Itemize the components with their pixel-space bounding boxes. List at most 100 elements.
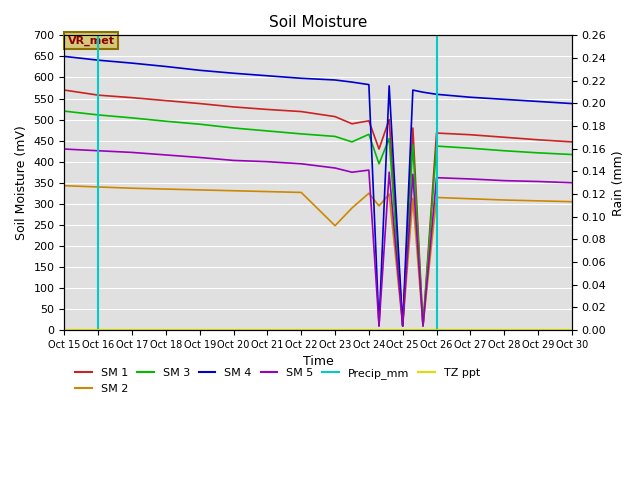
SM 1 <box>365 118 372 124</box>
SM 4 <box>419 89 427 95</box>
TZ ppt <box>162 327 170 333</box>
Line: SM 1: SM 1 <box>65 90 572 326</box>
SM 2 <box>128 185 136 191</box>
Line: SM 2: SM 2 <box>65 186 572 326</box>
SM 5 <box>568 180 576 186</box>
SM 3 <box>331 133 339 139</box>
SM 2 <box>534 198 542 204</box>
SM 2 <box>433 194 440 200</box>
SM 4 <box>433 91 440 97</box>
SM 2 <box>385 191 393 197</box>
SM 4 <box>94 57 102 63</box>
SM 1 <box>196 101 204 107</box>
SM 4 <box>500 96 508 102</box>
SM 4 <box>365 82 372 87</box>
SM 3 <box>500 148 508 154</box>
SM 5 <box>298 161 305 167</box>
TZ ppt <box>433 327 440 333</box>
SM 2 <box>331 223 339 228</box>
TZ ppt <box>94 327 102 333</box>
SM 3 <box>433 143 440 149</box>
SM 2 <box>568 199 576 204</box>
SM 3 <box>348 139 356 145</box>
Title: Soil Moisture: Soil Moisture <box>269 15 367 30</box>
SM 5 <box>196 155 204 160</box>
TZ ppt <box>196 327 204 333</box>
SM 2 <box>230 188 237 193</box>
SM 4 <box>264 73 271 79</box>
SM 1 <box>399 323 406 329</box>
SM 2 <box>298 190 305 195</box>
SM 5 <box>399 323 406 329</box>
SM 5 <box>230 157 237 163</box>
SM 1 <box>331 114 339 120</box>
SM 3 <box>128 115 136 121</box>
SM 3 <box>196 121 204 127</box>
SM 5 <box>500 178 508 183</box>
TZ ppt <box>375 327 383 333</box>
SM 4 <box>128 60 136 66</box>
SM 5 <box>128 150 136 156</box>
SM 5 <box>162 152 170 158</box>
SM 1 <box>375 146 383 152</box>
SM 1 <box>94 92 102 98</box>
SM 4 <box>467 95 474 100</box>
SM 5 <box>467 176 474 182</box>
SM 3 <box>399 323 406 329</box>
SM 1 <box>385 117 393 122</box>
SM 5 <box>264 159 271 165</box>
SM 4 <box>162 64 170 70</box>
SM 2 <box>196 187 204 193</box>
SM 2 <box>162 186 170 192</box>
SM 2 <box>419 323 427 329</box>
Y-axis label: Soil Moisture (mV): Soil Moisture (mV) <box>15 125 28 240</box>
SM 2 <box>500 197 508 203</box>
SM 1 <box>162 98 170 104</box>
SM 4 <box>385 83 393 89</box>
Line: SM 5: SM 5 <box>65 149 572 326</box>
SM 4 <box>409 87 417 93</box>
SM 4 <box>534 98 542 104</box>
SM 3 <box>94 112 102 118</box>
TZ ppt <box>298 327 305 333</box>
SM 2 <box>365 191 372 196</box>
SM 1 <box>348 121 356 127</box>
SM 1 <box>433 130 440 136</box>
TZ ppt <box>348 327 356 333</box>
SM 3 <box>375 161 383 167</box>
X-axis label: Time: Time <box>303 355 333 369</box>
SM 4 <box>375 323 383 329</box>
SM 5 <box>331 165 339 171</box>
SM 5 <box>409 171 417 177</box>
SM 5 <box>94 148 102 154</box>
SM 3 <box>568 152 576 157</box>
SM 4 <box>399 323 406 329</box>
SM 3 <box>467 145 474 151</box>
SM 3 <box>365 132 372 137</box>
SM 3 <box>298 131 305 137</box>
SM 5 <box>534 179 542 184</box>
SM 1 <box>419 323 427 329</box>
SM 1 <box>467 132 474 138</box>
Y-axis label: Rain (mm): Rain (mm) <box>612 150 625 216</box>
TZ ppt <box>331 327 339 333</box>
SM 3 <box>162 119 170 124</box>
SM 2 <box>399 323 406 329</box>
TZ ppt <box>568 327 576 333</box>
SM 1 <box>264 107 271 112</box>
TZ ppt <box>230 327 237 333</box>
SM 1 <box>298 108 305 114</box>
Text: VR_met: VR_met <box>68 36 115 46</box>
SM 3 <box>419 323 427 329</box>
SM 4 <box>348 79 356 85</box>
TZ ppt <box>419 327 427 333</box>
SM 2 <box>409 195 417 201</box>
TZ ppt <box>264 327 271 333</box>
SM 1 <box>61 87 68 93</box>
SM 3 <box>61 108 68 114</box>
SM 5 <box>385 169 393 175</box>
SM 4 <box>196 67 204 73</box>
SM 2 <box>375 203 383 209</box>
TZ ppt <box>534 327 542 333</box>
SM 1 <box>568 139 576 145</box>
